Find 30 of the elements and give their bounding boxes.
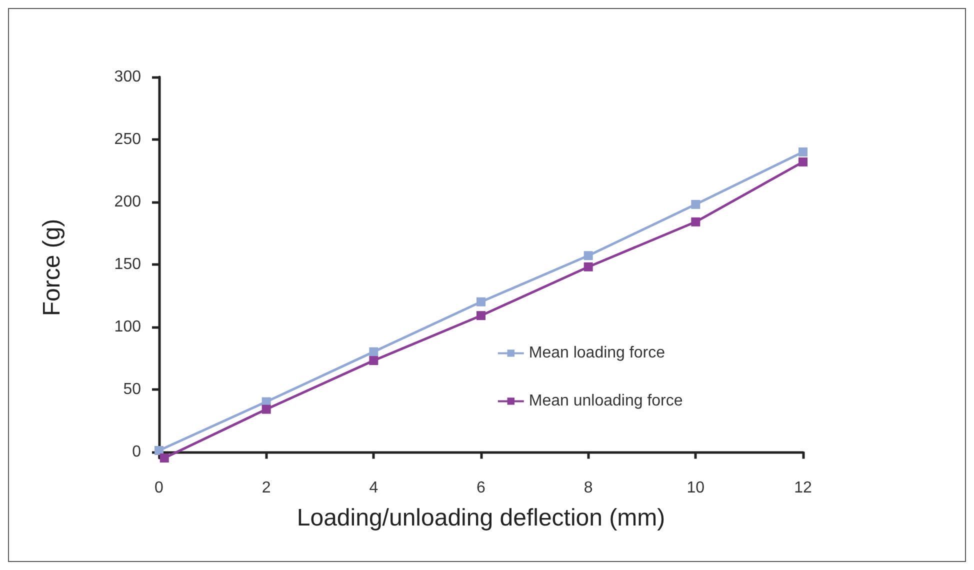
x-tick-label: 12 bbox=[794, 480, 812, 496]
point bbox=[798, 157, 808, 166]
point bbox=[798, 147, 808, 156]
point bbox=[476, 311, 486, 320]
y-tick-label: 100 bbox=[114, 318, 142, 336]
y-tick-label: 200 bbox=[114, 193, 142, 210]
x-tick-label: 0 bbox=[154, 480, 164, 496]
point bbox=[369, 356, 378, 366]
point bbox=[154, 446, 164, 456]
x-tick-label: 10 bbox=[686, 480, 705, 496]
x-tick-label: 2 bbox=[262, 480, 271, 496]
legend-label: Mean loading force bbox=[528, 344, 666, 362]
y-tick-label: 300 bbox=[114, 68, 142, 86]
point bbox=[691, 200, 700, 209]
point bbox=[369, 347, 378, 356]
x-tick-label: 4 bbox=[369, 480, 378, 496]
y-tick-label: 50 bbox=[123, 380, 142, 398]
point bbox=[262, 404, 271, 414]
x-tick-label: 8 bbox=[584, 480, 593, 496]
legend-label: Mean unloading force bbox=[528, 392, 683, 410]
x-axis-title: Loading/unloading deflection (mm) bbox=[296, 504, 666, 532]
point bbox=[476, 297, 486, 306]
point bbox=[584, 251, 593, 260]
y-axis-title: Force (g) bbox=[38, 218, 66, 316]
point bbox=[691, 217, 700, 226]
y-tick-label: 250 bbox=[114, 130, 142, 148]
point bbox=[584, 262, 593, 272]
y-tick-label: 150 bbox=[114, 256, 142, 273]
x-tick-label: 6 bbox=[476, 480, 486, 496]
y-tick-label: 0 bbox=[132, 443, 142, 460]
